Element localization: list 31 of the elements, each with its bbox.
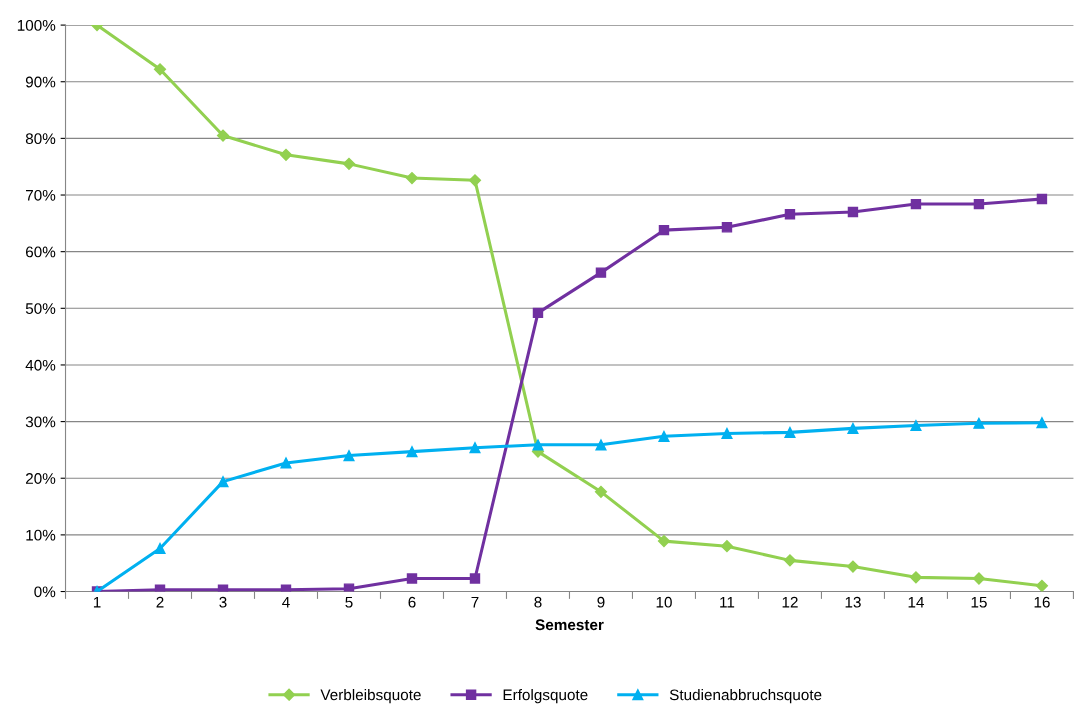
legend-label: Studienabbruchsquote bbox=[669, 689, 822, 704]
x-axis-title: Semester bbox=[535, 619, 604, 631]
y-tick-label: 20% bbox=[25, 473, 56, 484]
x-tick-label: 14 bbox=[908, 596, 924, 608]
x-tick-label: 5 bbox=[345, 596, 353, 608]
y-tick-label: 0% bbox=[34, 586, 56, 598]
legend-label: Verbleibsquote bbox=[320, 689, 421, 704]
y-tick-label: 70% bbox=[26, 189, 56, 201]
x-tick-label: 9 bbox=[597, 596, 605, 608]
x-tick-label: 11 bbox=[720, 596, 735, 608]
x-tick-label: 16 bbox=[1034, 596, 1050, 608]
y-tick-label: 80% bbox=[25, 133, 56, 145]
y-tick-label: 60% bbox=[26, 246, 56, 258]
x-tick-label: 6 bbox=[408, 596, 416, 608]
x-tick-label: 1 bbox=[93, 596, 101, 608]
x-tick-label: 7 bbox=[471, 596, 479, 608]
legend-label: Erfolgsquote bbox=[503, 689, 588, 704]
y-tick-label: 30% bbox=[25, 416, 56, 428]
x-tick-label: 10 bbox=[656, 596, 672, 608]
y-tick-label: 40% bbox=[25, 359, 56, 371]
x-tick-label: 4 bbox=[282, 596, 290, 608]
x-tick-label: 2 bbox=[156, 596, 164, 608]
y-tick-label: 100% bbox=[17, 19, 56, 31]
y-tick-label: 10% bbox=[26, 529, 56, 541]
y-tick-label: 90% bbox=[25, 76, 56, 88]
x-tick-label: 3 bbox=[219, 596, 227, 608]
x-tick-label: 8 bbox=[534, 596, 542, 608]
x-tick-label: 15 bbox=[971, 596, 987, 608]
x-tick-label: 13 bbox=[845, 596, 861, 608]
y-tick-label: 50% bbox=[25, 303, 56, 314]
x-tick-label: 12 bbox=[782, 596, 798, 608]
